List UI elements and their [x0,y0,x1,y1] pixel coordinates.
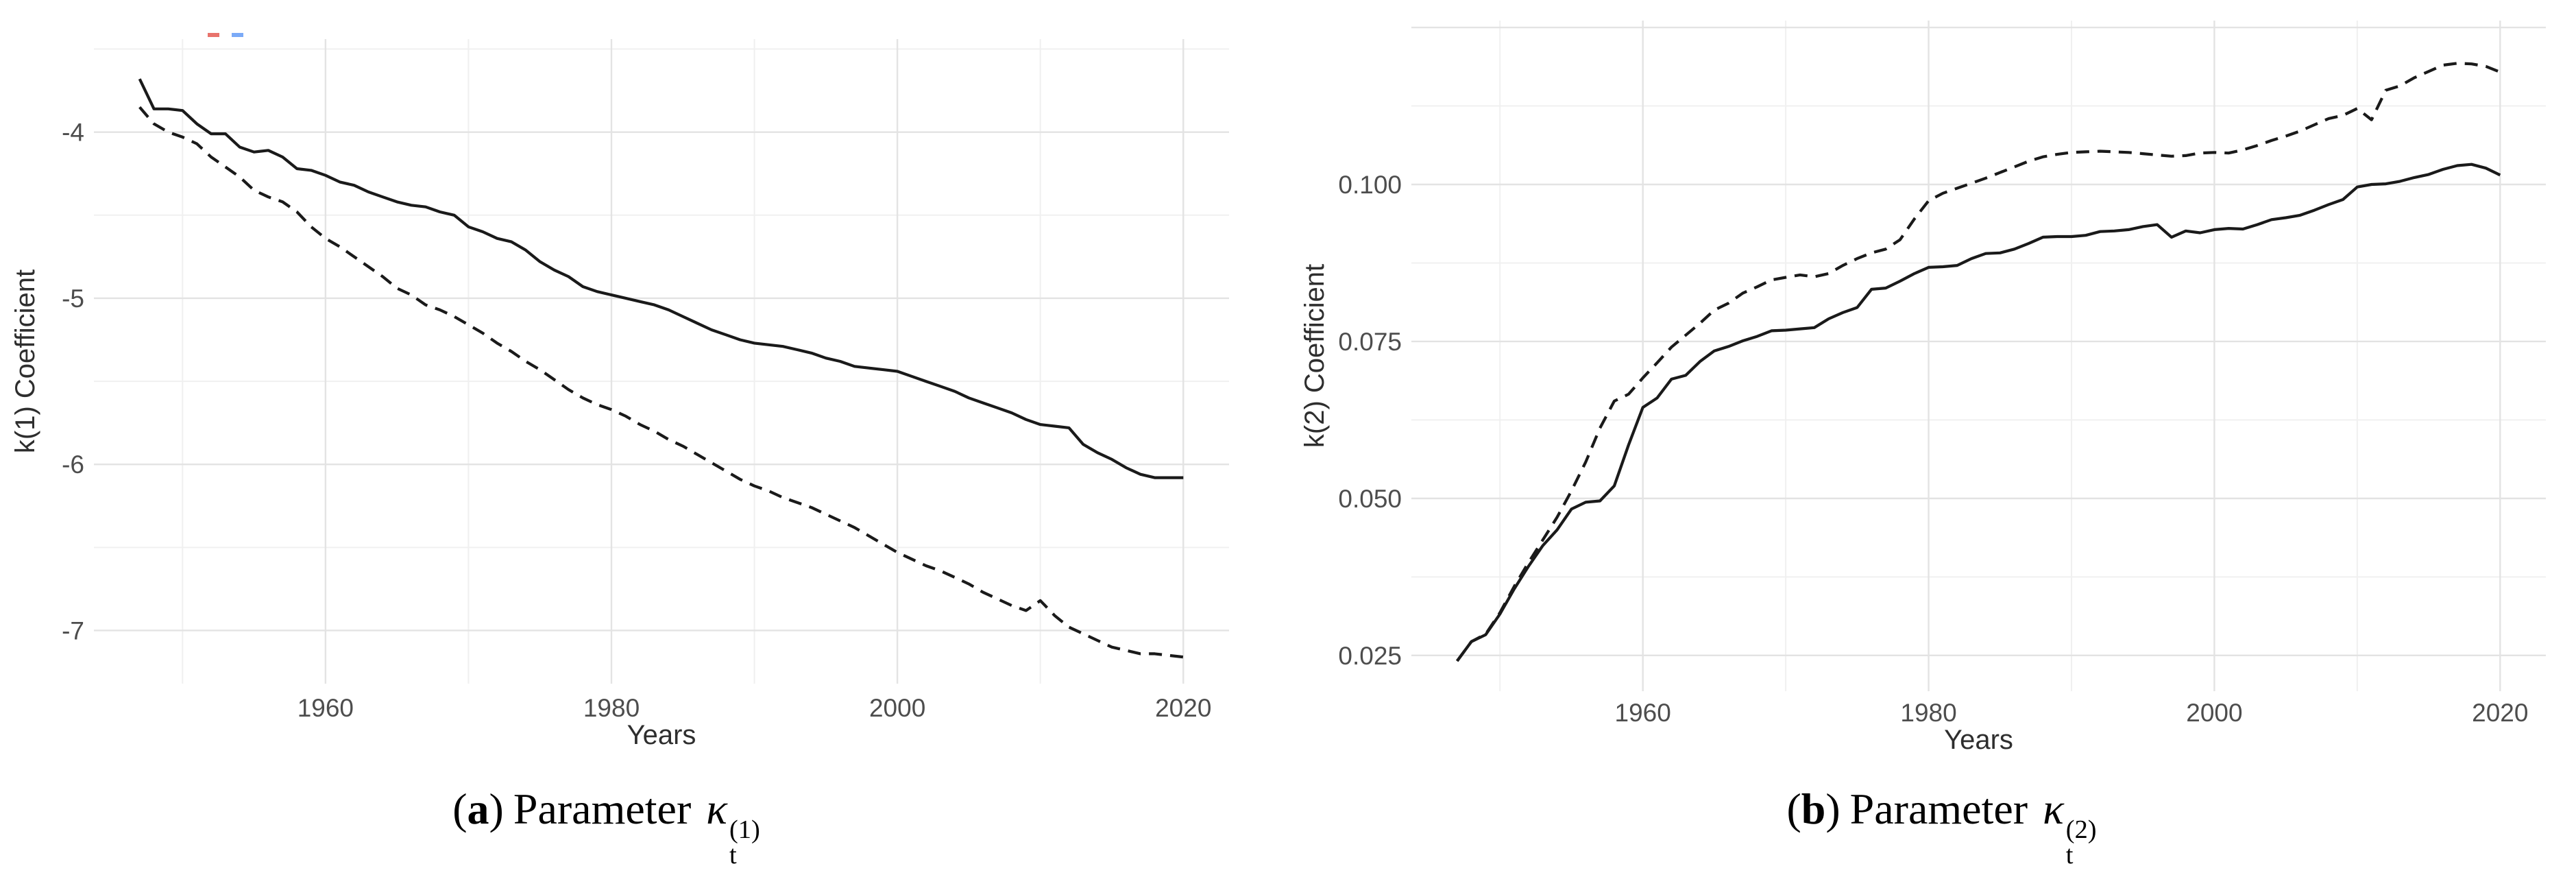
y-tick-label: 0.025 [1338,642,1402,670]
x-tick-label: 1960 [297,694,354,722]
chart-a-plot: 1960 1980 2000 2020 -4 -5 -6 -7 k(1) Coefficient… [10,33,1229,750]
caption-b: (b) Parameter κ (2) t [1298,784,2576,869]
x-tick-label: 2000 [869,694,925,722]
x-axis-title: Years [1944,725,2013,755]
caption-b-sup: (2) [2065,815,2097,845]
legend-remnant-mark [232,33,243,37]
caption-b-open: ( [1786,784,1801,833]
x-tick-label: 1980 [583,694,640,722]
caption-b-sub: t [2065,840,2074,869]
caption-a-open: ( [452,784,467,833]
y-tick-label: 0.075 [1338,328,1402,356]
caption-a-close: ) [489,784,504,833]
caption-a-letter: a [467,784,489,833]
series-dashed-line [138,106,1184,659]
chart-b-plot: 1960 1980 2000 2020 0.100 0.075 0.050 0.025 k(2)… [1300,21,2546,755]
x-tick-label: 2000 [2186,699,2242,727]
y-tick-label: -4 [62,119,84,147]
caption-a-sup: (1) [729,815,760,845]
series-dashed-line [1456,62,2501,662]
x-axis-title: Years [627,720,696,750]
caption-b-word: Parameter [1849,784,2028,833]
x-tick-label: 2020 [1155,694,1211,722]
kappa-symbol: κ [706,784,727,833]
x-tick-label: 1980 [1900,699,1956,727]
y-axis-title: k(2) Coefficient [1300,264,1330,448]
legend-remnant-mark [208,33,219,37]
caption-a-supsub: (1) t [729,815,760,869]
caption-a: (a) Parameter κ (1) t [0,784,1250,869]
caption-b-letter: b [1801,784,1826,833]
y-tick-label: -6 [62,451,84,479]
x-tick-label: 2020 [2472,699,2528,727]
y-tick-label: 0.100 [1338,171,1402,199]
caption-b-supsub: (2) t [2065,815,2097,869]
chart-a: 1960 1980 2000 2020 -4 -5 -6 -7 k(1) Coefficient… [0,33,1250,869]
series-solid-line [138,78,1184,479]
kappa-symbol: κ [2043,784,2064,833]
caption-a-sub: t [729,840,737,869]
x-tick-label: 1960 [1615,699,1671,727]
chart-b: 1960 1980 2000 2020 0.100 0.075 0.050 0.025 k(2)… [1288,0,2576,888]
caption-a-word: Parameter [513,784,692,833]
caption-b-close: ) [1825,784,1840,833]
y-tick-label: 0.050 [1338,485,1402,513]
y-tick-label: -5 [62,285,84,313]
y-tick-label: -7 [62,616,84,645]
y-axis-title: k(1) Coefficient [10,269,40,453]
series-solid-line [1456,163,2501,662]
